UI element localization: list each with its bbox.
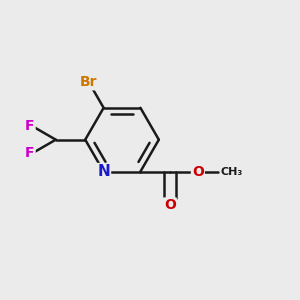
Text: N: N xyxy=(97,164,110,179)
Text: Br: Br xyxy=(80,75,98,89)
Text: CH₃: CH₃ xyxy=(221,167,243,177)
Text: F: F xyxy=(25,146,34,160)
Text: F: F xyxy=(25,119,34,134)
Text: O: O xyxy=(192,165,204,178)
Text: O: O xyxy=(164,198,176,212)
